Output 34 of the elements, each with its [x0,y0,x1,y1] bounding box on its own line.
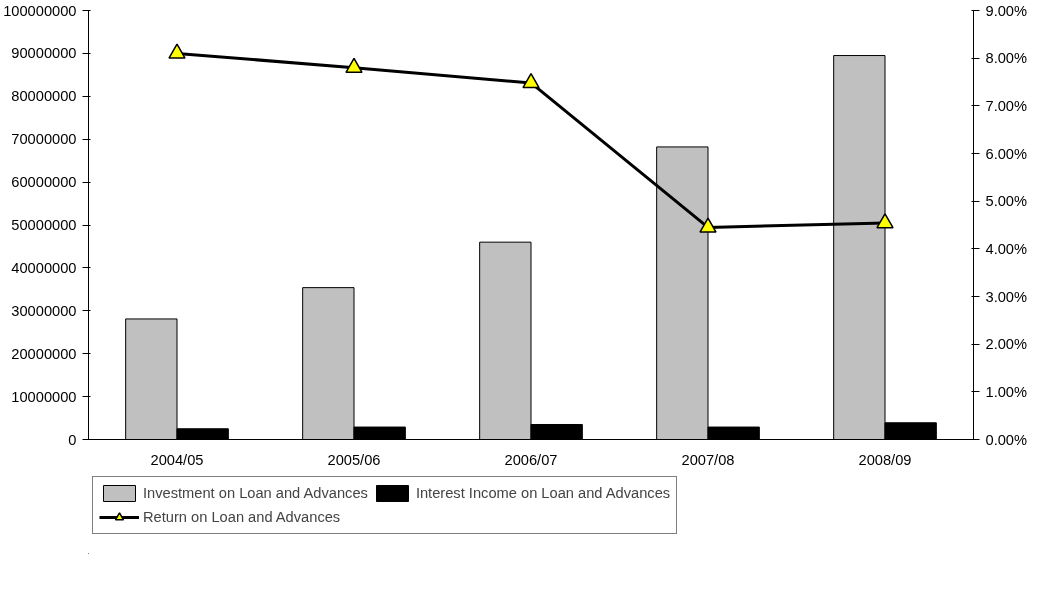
point [522,72,540,89]
x-tick-label: 2004/05 [150,451,204,468]
y-tick-label: 90000000 [11,45,77,62]
y2-tick-label: 1.00% [985,383,1028,400]
x-tick-label: 2007/08 [681,451,735,468]
y2-tick-label: 3.00% [985,288,1028,305]
x-tick-label: 2005/06 [327,451,381,468]
point [699,217,717,233]
x-tick-label: 2008/09 [858,451,912,468]
x-tick-label: 2006/07 [504,451,558,468]
y-tick-label: 50000000 [11,217,77,233]
point [168,43,186,59]
y2-tick-label: 6.00% [985,145,1028,162]
y2-tick-label: 4.00% [985,240,1028,257]
legend-label: Return on Loan and Advances [143,509,341,525]
y-tick-label: 40000000 [11,259,77,276]
y2-tick-label: 0.00% [985,431,1028,448]
y-tick-label: 0 [68,431,77,448]
legend-label: Investment on Loan and Advances [143,485,368,501]
y2-tick-label: 7.00% [985,97,1028,114]
point [876,213,894,229]
y2-tick-label: 8.00% [985,50,1028,67]
legend-label: Interest Income on Loan and Advances [415,485,671,501]
y-tick-label: 80000000 [11,88,77,105]
y-tick-label: 100000000 [3,2,77,19]
y-tick-label: 30000000 [11,302,77,319]
y2-tick-label: 2.00% [985,336,1028,353]
y-tick-label: 60000000 [11,174,77,191]
y-tick-label: 70000000 [11,131,77,148]
point [345,57,363,74]
y-tick-label: 10000000 [11,388,77,405]
y2-tick-label: 9.00% [985,2,1028,19]
y2-tick-label: 5.00% [985,193,1028,210]
y-tick-label: 20000000 [11,345,77,362]
